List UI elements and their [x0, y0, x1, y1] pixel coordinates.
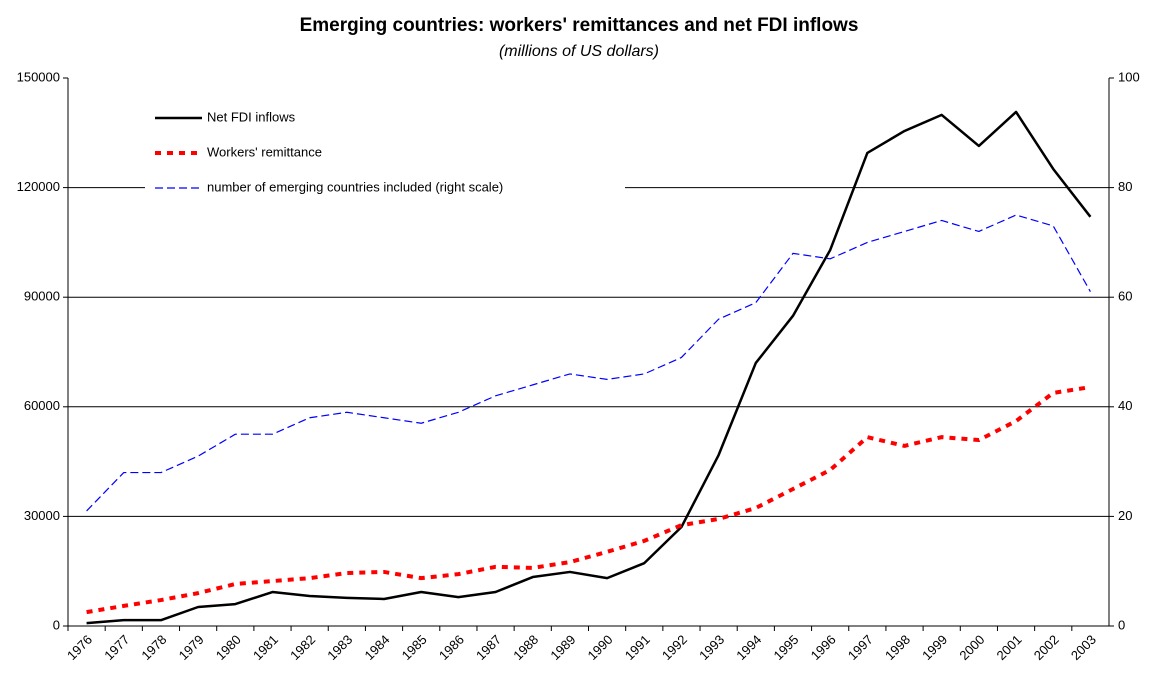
x-tick-label: 1998 [882, 632, 913, 663]
chart-title: Emerging countries: workers' remittances… [300, 15, 859, 36]
y2-tick-label: 40 [1118, 398, 1132, 413]
x-tick-label: 1985 [399, 632, 430, 663]
x-tick-label: 2000 [956, 632, 987, 663]
legend-label: number of emerging countries included (r… [207, 179, 503, 194]
y2-tick-label: 20 [1118, 508, 1132, 523]
y-tick-label: 90000 [24, 289, 60, 304]
y2-tick-label: 100 [1118, 69, 1140, 84]
series-line [86, 110, 1092, 625]
legend-label: Workers' remittance [207, 144, 322, 159]
y-tick-label: 120000 [17, 179, 60, 194]
x-tick-label: 1993 [696, 632, 727, 663]
x-tick-label: 1999 [919, 632, 950, 663]
x-tick-label: 1994 [733, 632, 764, 663]
x-tick-label: 1982 [287, 632, 318, 663]
x-tick-label: 1981 [250, 632, 281, 663]
x-tick-label: 1980 [213, 632, 244, 663]
y-tick-label: 60000 [24, 398, 60, 413]
x-tick-label: 1991 [622, 632, 653, 663]
series-line [86, 214, 1091, 512]
x-tick-label: 1976 [64, 632, 95, 663]
x-tick-label: 1986 [436, 632, 467, 663]
x-tick-label: 1997 [845, 632, 876, 663]
x-tick-label: 2002 [1031, 632, 1062, 663]
x-tick-label: 1995 [770, 632, 801, 663]
legend-label: Net FDI inflows [207, 109, 296, 124]
x-tick-label: 1984 [362, 632, 393, 663]
x-tick-label: 1983 [324, 632, 355, 663]
y2-tick-label: 60 [1118, 289, 1132, 304]
x-tick-label: 1979 [176, 632, 207, 663]
legend-box [145, 100, 625, 205]
x-tick-label: 1989 [547, 632, 578, 663]
x-tick-label: 1978 [138, 632, 169, 663]
x-tick-label: 1996 [808, 632, 839, 663]
x-tick-label: 1977 [101, 632, 132, 663]
x-tick-label: 1988 [510, 632, 541, 663]
x-tick-label: 1987 [473, 632, 504, 663]
x-tick-label: 2001 [994, 632, 1025, 663]
series-line [86, 385, 1091, 615]
y-tick-label: 30000 [24, 508, 60, 523]
x-tick-label: 2003 [1068, 632, 1099, 663]
x-tick-label: 1992 [659, 632, 690, 663]
y-tick-label: 0 [53, 617, 60, 632]
x-tick-label: 1990 [585, 632, 616, 663]
y-tick-label: 150000 [17, 69, 60, 84]
chart-subtitle: (millions of US dollars) [499, 43, 659, 60]
y2-tick-label: 80 [1118, 179, 1132, 194]
y2-tick-label: 0 [1118, 617, 1125, 632]
